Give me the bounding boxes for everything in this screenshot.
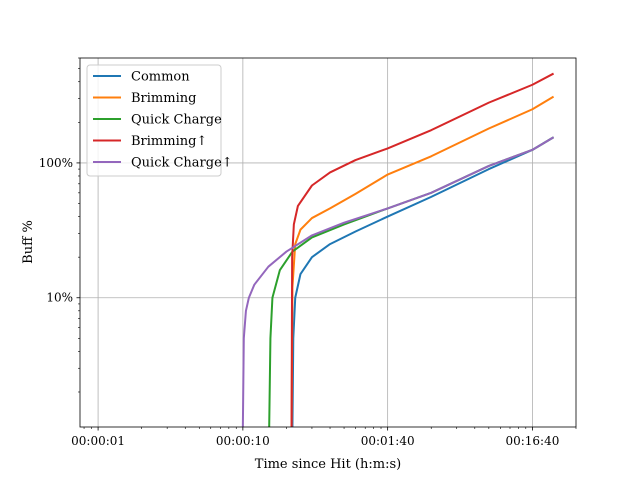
y-tick-label: 100%	[39, 156, 73, 170]
legend-label: Quick Charge	[131, 113, 222, 128]
legend-label: Quick Charge↑	[131, 156, 233, 171]
y-axis-label: Buff %	[21, 220, 36, 264]
x-tick-label: 00:16:40	[505, 434, 559, 448]
legend-box	[86, 64, 222, 177]
y-tick-label: 10%	[46, 291, 73, 305]
x-tick-label: 00:00:10	[216, 434, 270, 448]
x-axis-label: Time since Hit (h:m:s)	[255, 457, 401, 472]
series-line-brimming	[290, 72, 555, 428]
legend-label: Brimming	[131, 91, 196, 106]
series-lines	[241, 72, 555, 428]
plot-frame	[79, 57, 577, 428]
x-tick-label: 00:00:01	[71, 434, 125, 448]
series-line-brimming	[290, 95, 555, 428]
series-line-common	[291, 136, 555, 428]
legend: Common Brimming Quick Charge Brimming↑ Quick…	[86, 64, 233, 177]
axis-ticks: 00:00:01 00:00:10 00:01:40 00:16:40 10% 100%	[39, 57, 577, 448]
legend-label: Brimming↑	[131, 134, 207, 149]
legend-label: Common	[131, 70, 190, 85]
series-line-quick-charge	[241, 136, 555, 428]
x-tick-label: 00:01:40	[361, 434, 415, 448]
